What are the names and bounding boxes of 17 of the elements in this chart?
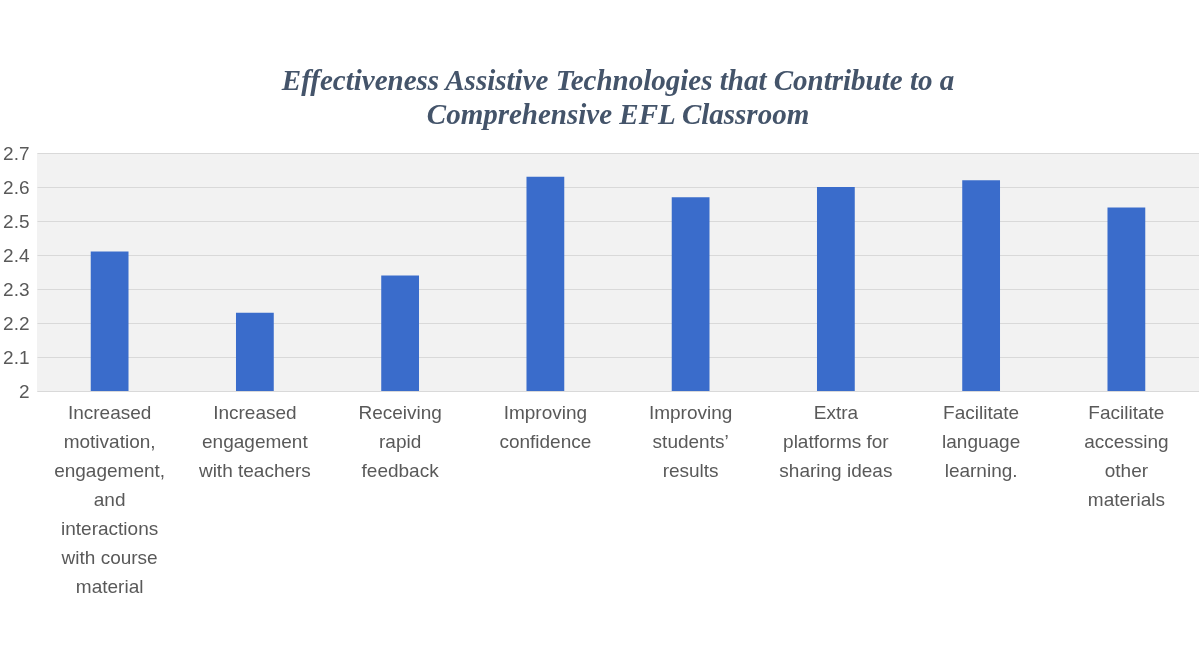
y-tick-label: 2: [18, 380, 30, 402]
chart-title: Effectiveness Assistive Technologies that Contribute to a Comprehensive EFL Classroom: [280, 64, 955, 130]
x-tick-label: Extra platforms for sharing ideas: [779, 401, 893, 481]
y-tick-label: 2.3: [3, 278, 30, 300]
y-tick-label: 2.5: [3, 210, 30, 232]
x-tick-label: Improving students’ results: [648, 401, 733, 481]
x-tick-label: Facilitate accessing other materials: [1084, 401, 1169, 510]
y-tick-label: 2.4: [3, 244, 30, 266]
y-tick-label: 2.7: [3, 142, 30, 164]
x-tick-label: Facilitate language learning.: [942, 401, 1021, 481]
x-tick-label: Increased motivation, engagement, and interactions with course material: [54, 401, 166, 597]
x-tick-label: Increased engagement with teachers: [197, 401, 311, 481]
y-tick-label: 2.1: [3, 346, 30, 368]
x-tick-label: Receiving rapid feedback: [358, 401, 442, 481]
y-tick-label: 2.2: [3, 312, 30, 334]
y-tick-label: 2.6: [3, 176, 30, 198]
x-tick-label: Improving confidence: [499, 401, 592, 452]
